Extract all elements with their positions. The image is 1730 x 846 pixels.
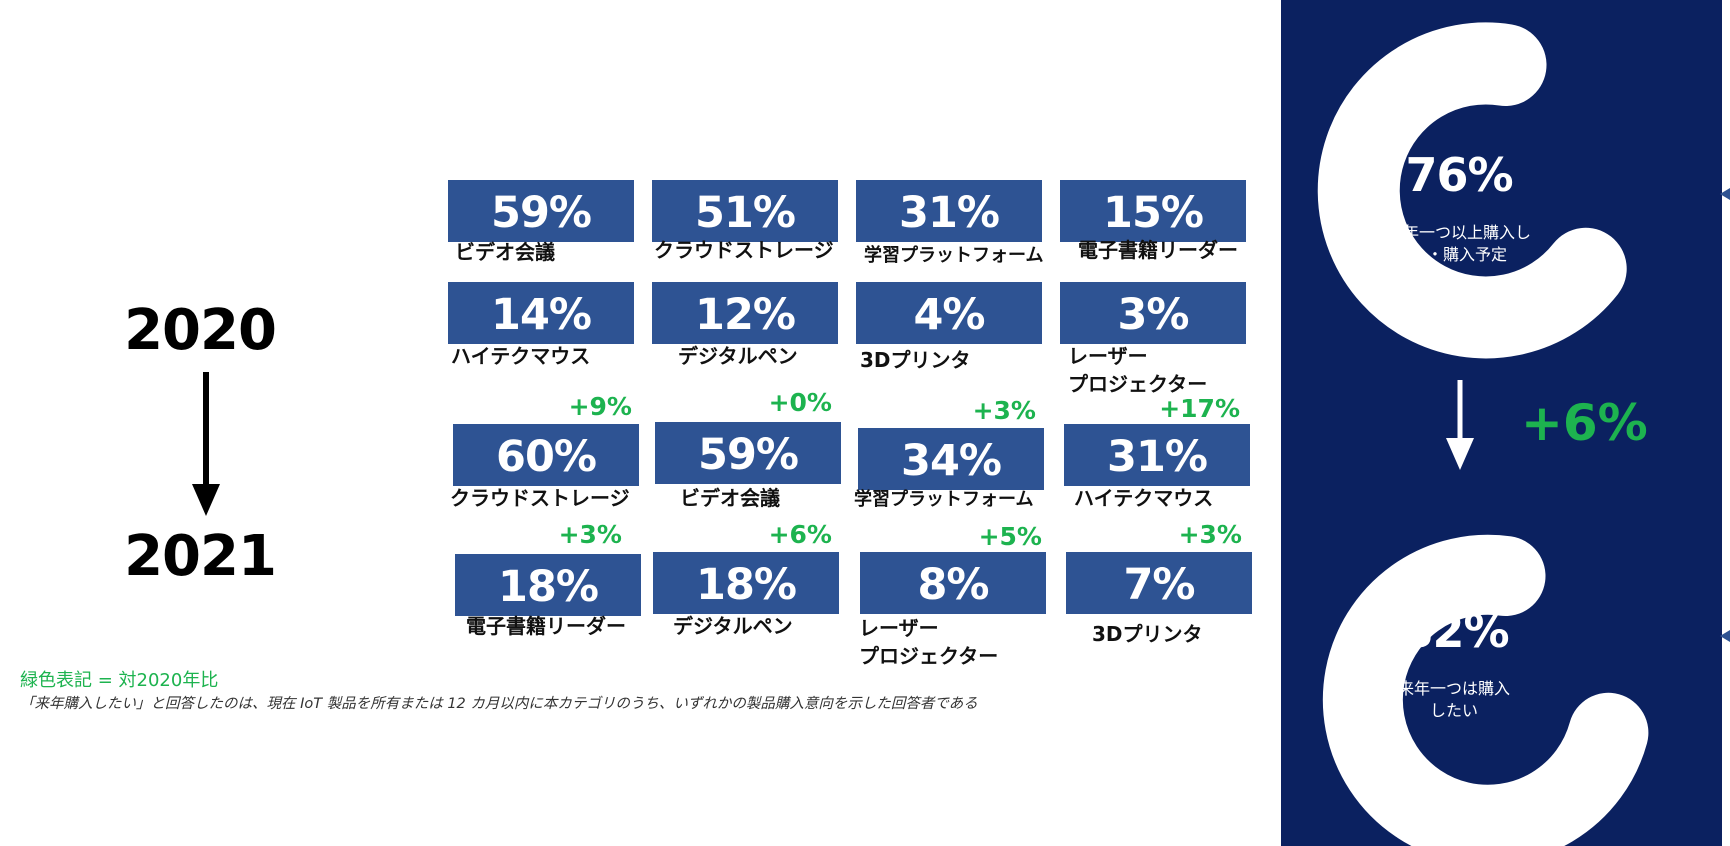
pct-tile: 8% bbox=[860, 552, 1046, 614]
change-badge: +3% bbox=[558, 520, 622, 549]
change-badge: +3% bbox=[972, 396, 1036, 425]
pct-tile: 59% bbox=[448, 180, 634, 242]
panel-change: +6% bbox=[1521, 394, 1648, 452]
pct-tile: 15% bbox=[1060, 180, 1246, 242]
pct-tile: 60% bbox=[453, 424, 639, 486]
category-label: ビデオ会議 bbox=[680, 486, 780, 510]
edge-marker-icon bbox=[1720, 188, 1730, 200]
year-from-label: 2020 bbox=[124, 298, 277, 363]
pct-tile: 7% bbox=[1066, 552, 1252, 614]
category-label: 3Dプリンタ bbox=[1092, 622, 1203, 646]
category-label: デジタルペン bbox=[673, 614, 793, 638]
pct-tile: 4% bbox=[856, 282, 1042, 344]
pct-tile: 59% bbox=[655, 422, 841, 484]
change-badge: +0% bbox=[768, 388, 832, 417]
down-arrow-icon bbox=[192, 372, 220, 516]
panel-arrow-head bbox=[1446, 438, 1474, 470]
pct-tile: 18% bbox=[653, 552, 839, 614]
pct-tile: 31% bbox=[1064, 424, 1250, 486]
pct-tile: 18% bbox=[455, 554, 641, 616]
pct-tile: 51% bbox=[652, 180, 838, 242]
bottom-percentage: 82% bbox=[1401, 604, 1509, 658]
category-label: クラウドストレージ bbox=[654, 238, 834, 262]
top-ring-icon bbox=[1317, 22, 1627, 359]
category-label: 学習プラットフォーム bbox=[864, 245, 1044, 266]
pct-tile: 12% bbox=[652, 282, 838, 344]
pct-tile: 3% bbox=[1060, 282, 1246, 344]
change-badge: +6% bbox=[768, 520, 832, 549]
year-to-label: 2021 bbox=[124, 524, 277, 589]
footnote: 「来年購入したい」と回答したのは、現在 IoT 製品を所有または 12 カ月以内… bbox=[20, 696, 978, 712]
category-label: 3Dプリンタ bbox=[860, 348, 971, 372]
legend-note: 緑色表記 = 対2020年比 bbox=[20, 670, 219, 691]
edge-marker-icon bbox=[1720, 630, 1730, 642]
category-label: ハイテクマウス bbox=[451, 344, 591, 368]
ring-graphics bbox=[1317, 22, 1649, 846]
change-badge: +17% bbox=[1159, 394, 1240, 423]
category-label: ビデオ会議 bbox=[455, 240, 555, 264]
bottom-description: 来年一つは購入 したい bbox=[1397, 679, 1510, 720]
category-label: 学習プラットフォーム bbox=[854, 489, 1034, 510]
category-label: 電子書籍リーダー bbox=[466, 614, 626, 638]
pct-tile: 31% bbox=[856, 180, 1042, 242]
pct-tile: 34% bbox=[858, 428, 1044, 490]
category-label: レーザー プロジェクター bbox=[1068, 344, 1208, 396]
change-badge: +3% bbox=[1178, 520, 1242, 549]
change-badge: +5% bbox=[978, 522, 1042, 551]
change-badge: +9% bbox=[568, 392, 632, 421]
category-label: デジタルペン bbox=[678, 344, 798, 368]
category-label: レーザー プロジェクター bbox=[859, 616, 999, 668]
pct-tile: 14% bbox=[448, 282, 634, 344]
bottom-ring-icon bbox=[1322, 534, 1649, 846]
category-label: クラウドストレージ bbox=[450, 486, 630, 510]
summary-panel: 76% 今年一つ以上購入し た・購入予定 +6% 82% 来年一つは購入 したい bbox=[1281, 0, 1722, 846]
top-description: 今年一つ以上購入し た・購入予定 bbox=[1386, 223, 1531, 264]
category-label: ハイテクマウス bbox=[1074, 486, 1214, 510]
category-label: 電子書籍リーダー bbox=[1078, 238, 1238, 262]
top-percentage: 76% bbox=[1405, 148, 1513, 202]
